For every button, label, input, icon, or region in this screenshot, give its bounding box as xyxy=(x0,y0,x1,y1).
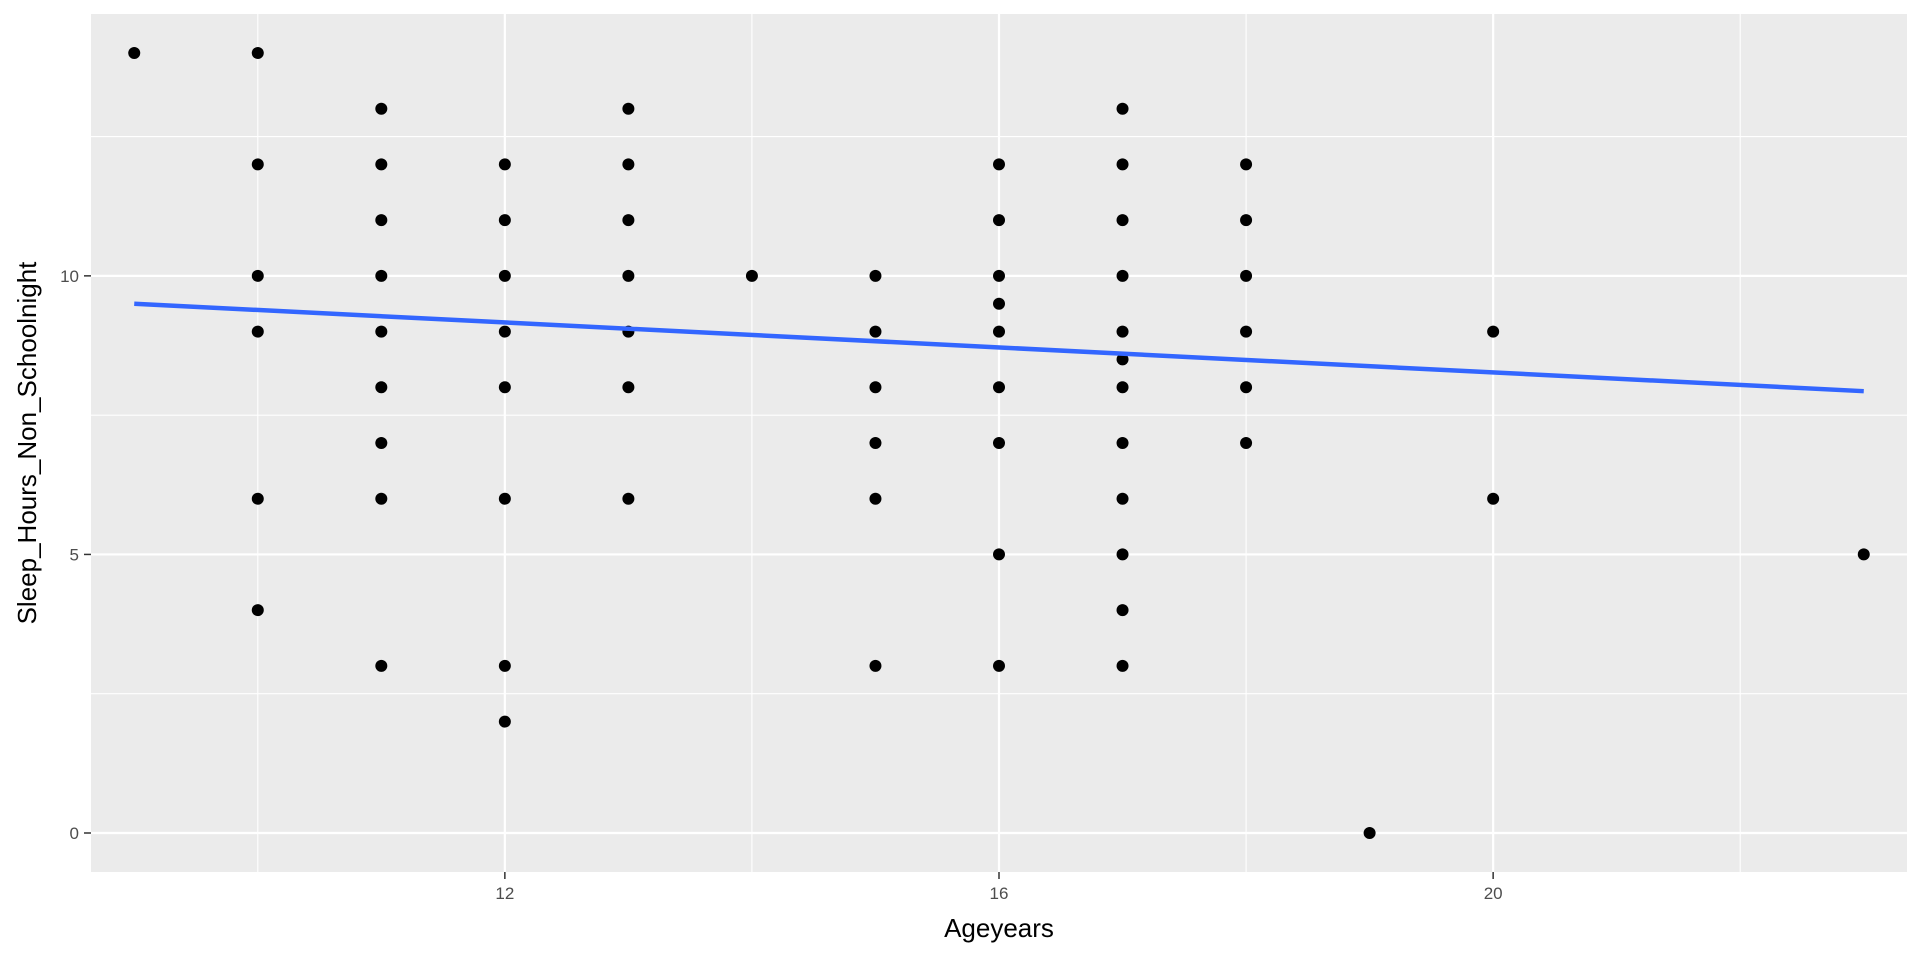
x-tick-label: 20 xyxy=(1484,884,1503,903)
data-point xyxy=(622,381,635,394)
data-point xyxy=(251,604,264,617)
data-point xyxy=(251,492,264,505)
data-point xyxy=(498,659,511,672)
trend-line-layer xyxy=(134,301,1864,394)
y-axis: 0 5 10 xyxy=(60,267,91,843)
data-point xyxy=(1116,269,1129,282)
data-point xyxy=(1240,325,1253,338)
data-point xyxy=(622,269,635,282)
data-point xyxy=(869,659,882,672)
data-point xyxy=(1363,827,1376,839)
data-point xyxy=(993,548,1005,561)
data-point xyxy=(869,492,882,505)
data-point xyxy=(1116,437,1129,449)
data-point xyxy=(498,158,511,171)
data-point xyxy=(1240,214,1253,227)
data-point xyxy=(869,381,882,394)
data-points xyxy=(128,47,1870,839)
data-point xyxy=(375,381,388,394)
data-point xyxy=(1116,659,1129,672)
x-axis: 12 16 20 xyxy=(495,872,1503,903)
data-point xyxy=(622,214,635,227)
y-tick-label: 5 xyxy=(70,545,79,564)
data-point xyxy=(498,269,511,282)
data-point xyxy=(375,102,388,115)
data-point xyxy=(1240,381,1253,394)
data-point xyxy=(498,492,511,505)
x-tick-label: 16 xyxy=(990,884,1009,903)
data-point xyxy=(251,269,264,282)
y-axis-title: Sleep_Hours_Non_Schoolnight xyxy=(12,261,42,625)
data-point xyxy=(1116,548,1129,561)
data-point xyxy=(622,102,635,115)
x-tick-label: 12 xyxy=(495,884,514,903)
data-point xyxy=(993,659,1005,672)
data-point xyxy=(993,437,1005,449)
data-point xyxy=(993,325,1005,338)
data-point xyxy=(1487,325,1500,338)
data-point xyxy=(375,437,388,449)
data-point xyxy=(1116,325,1129,338)
data-point xyxy=(251,158,264,171)
data-point xyxy=(993,214,1005,227)
data-point xyxy=(375,325,388,338)
data-point xyxy=(1240,437,1253,449)
y-tick-label: 0 xyxy=(70,824,79,843)
data-point xyxy=(1116,604,1129,617)
data-point xyxy=(498,325,511,338)
data-point xyxy=(128,47,141,59)
data-point xyxy=(375,492,388,505)
data-point xyxy=(1116,102,1129,115)
data-point xyxy=(498,214,511,227)
x-axis-title: Ageyears xyxy=(944,913,1054,943)
data-point xyxy=(1240,269,1253,282)
data-point xyxy=(375,214,388,227)
data-point xyxy=(1116,158,1129,171)
data-point xyxy=(375,269,388,282)
data-point xyxy=(498,381,511,394)
data-point xyxy=(869,325,882,338)
data-point xyxy=(622,492,635,505)
data-point xyxy=(251,325,264,338)
data-point xyxy=(745,269,758,282)
data-point xyxy=(993,297,1005,310)
data-point xyxy=(1116,492,1129,505)
data-point xyxy=(375,659,388,672)
data-point xyxy=(1116,381,1129,394)
data-point xyxy=(993,158,1005,171)
data-point xyxy=(1487,492,1500,505)
data-point xyxy=(1857,548,1870,561)
data-point xyxy=(1240,158,1253,171)
data-point xyxy=(1116,214,1129,227)
data-point xyxy=(622,158,635,171)
data-point xyxy=(993,269,1005,282)
data-point xyxy=(251,47,264,59)
trend-line xyxy=(134,301,1864,394)
y-tick-label: 10 xyxy=(60,267,79,286)
data-point xyxy=(869,269,882,282)
data-point xyxy=(869,437,882,449)
data-point xyxy=(375,158,388,171)
data-point xyxy=(498,715,511,728)
data-point xyxy=(1116,353,1129,366)
data-point xyxy=(993,381,1005,394)
